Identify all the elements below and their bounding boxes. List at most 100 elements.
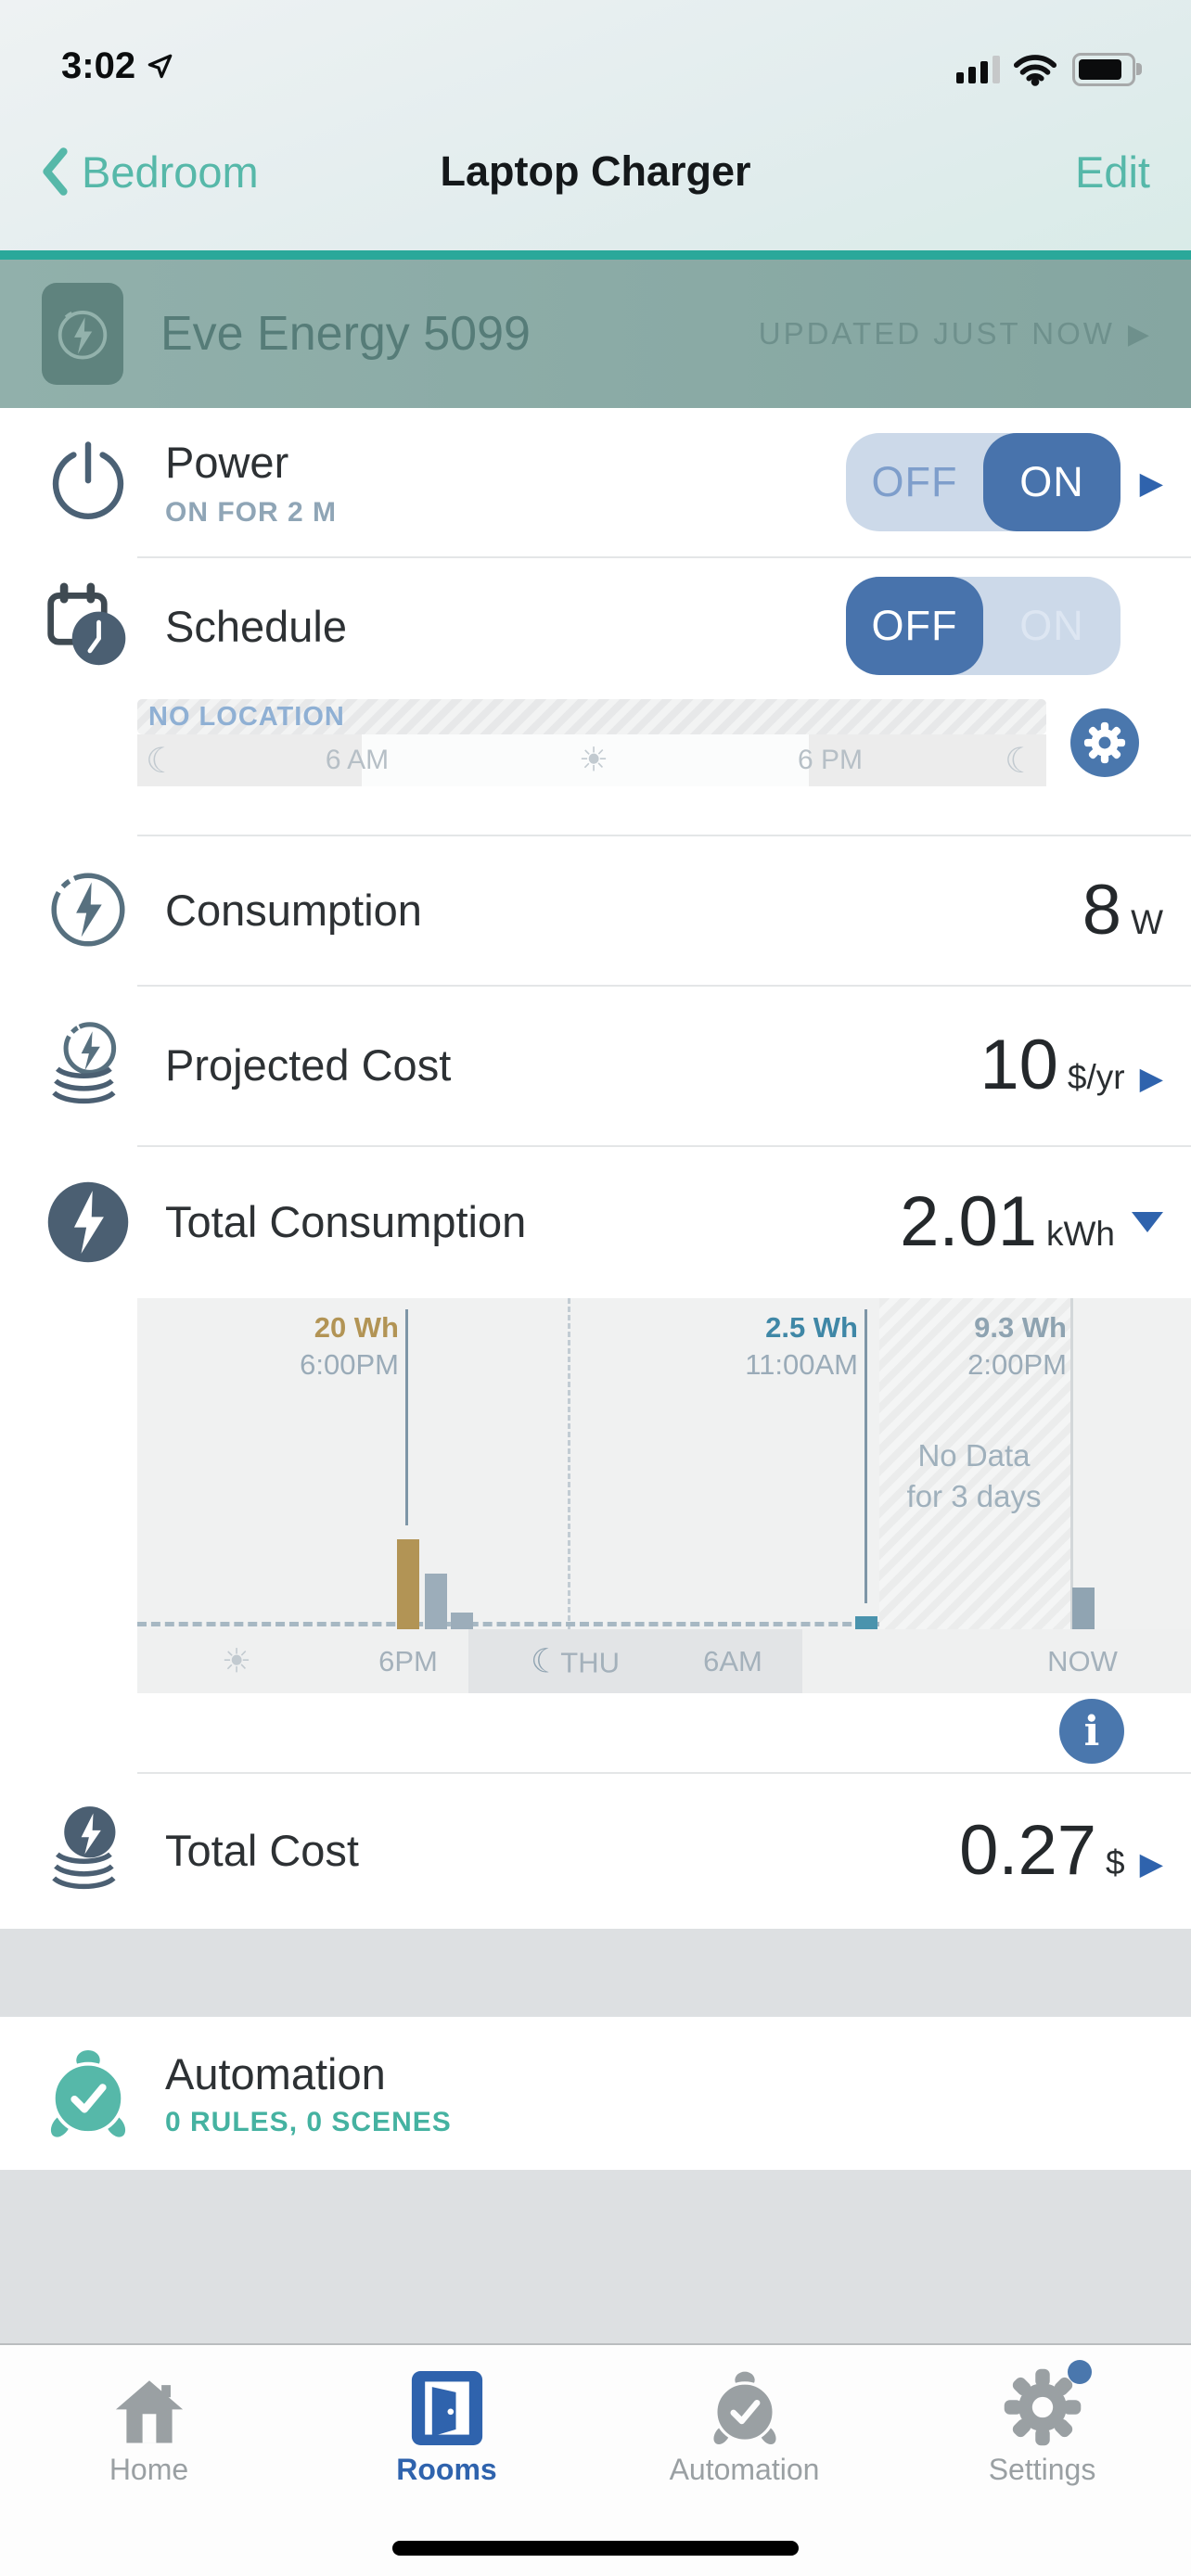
chart-bar — [855, 1616, 877, 1629]
page-title: Laptop Charger — [440, 147, 751, 195]
clock-text: 3:02 — [61, 45, 136, 86]
total-cost-chevron-icon[interactable]: ▶ — [1139, 1845, 1163, 1881]
total-cost-value-group: 0.27 $ ▶ — [959, 1810, 1163, 1891]
home-icon — [111, 2358, 187, 2447]
axis-6am-label: 6AM — [703, 1644, 762, 1677]
device-status[interactable]: UPDATED JUST NOW ▶ — [759, 316, 1152, 351]
projected-cost-unit: $/yr — [1067, 1058, 1125, 1096]
chart-marker-2: 2.5 Wh 11:00AM — [745, 1309, 858, 1384]
tab-automation-label: Automation — [669, 2453, 820, 2486]
wifi-icon — [1013, 55, 1057, 86]
rooms-icon — [410, 2358, 484, 2447]
section-spacer — [0, 2170, 1191, 2343]
chart-marker-1: 20 Wh 6:00PM — [300, 1309, 399, 1384]
total-cost-row[interactable]: Total Cost 0.27 $ ▶ — [0, 1772, 1191, 1929]
projected-cost-icon — [42, 1019, 134, 1112]
automation-icon — [42, 2047, 134, 2140]
location-arrow-icon — [147, 54, 173, 78]
axis-thu-text: THU — [560, 1646, 620, 1678]
axis-now-label: NOW — [1047, 1644, 1118, 1677]
no-data-line2: for 3 days — [906, 1479, 1042, 1513]
power-detail-chevron-icon[interactable]: ▶ — [1139, 464, 1163, 501]
moon-icon: ☾ — [145, 740, 178, 781]
marker-time: 2:00PM — [967, 1348, 1067, 1381]
tab-rooms-label: Rooms — [396, 2453, 497, 2486]
no-data-label: No Data for 3 days — [835, 1435, 1113, 1517]
projected-cost-title: Projected Cost — [165, 1040, 452, 1090]
total-consumption-title: Total Consumption — [165, 1197, 527, 1246]
projected-cost-value: 10 — [980, 1026, 1058, 1104]
back-button[interactable]: Bedroom — [41, 146, 347, 198]
status-icons — [956, 52, 1142, 87]
axis-6pm-label: 6PM — [378, 1644, 438, 1677]
power-toggle[interactable]: OFF ON — [846, 433, 1121, 531]
settings-gear-icon — [1003, 2358, 1092, 2447]
info-button[interactable]: i — [1059, 1699, 1124, 1764]
marker-value: 9.3 Wh — [974, 1311, 1067, 1344]
power-row: Power ON FOR 2 M OFF ON ▶ — [0, 408, 1191, 556]
automation-subtitle: 0 RULES, 0 SCENES — [165, 2107, 452, 2137]
schedule-toggle[interactable]: OFF ON — [846, 577, 1121, 675]
total-consumption-icon — [42, 1179, 134, 1266]
chevron-down-icon[interactable] — [1132, 1211, 1163, 1232]
automation-row[interactable]: Automation 0 RULES, 0 SCENES — [0, 2017, 1191, 2170]
section-spacer — [0, 1929, 1191, 2017]
schedule-icon — [42, 580, 134, 672]
power-toggle-off[interactable]: OFF — [871, 458, 958, 505]
total-consumption-value: 2.01 — [900, 1182, 1037, 1261]
total-cost-title: Total Cost — [165, 1826, 359, 1875]
home-indicator[interactable] — [392, 2541, 799, 2556]
edit-button[interactable]: Edit — [1075, 147, 1150, 197]
schedule-toggle-off[interactable]: OFF — [846, 577, 983, 675]
schedule-settings-button[interactable] — [1070, 708, 1139, 777]
total-consumption-unit: kWh — [1046, 1215, 1115, 1253]
cell-signal-icon — [956, 56, 1000, 83]
consumption-title: Consumption — [165, 885, 422, 935]
energy-plug-icon — [58, 309, 108, 360]
consumption-chart[interactable]: 20 Wh 6:00PM 2.5 Wh 11:00AM 9.3 Wh 2:00P… — [137, 1298, 1191, 1629]
schedule-toggle-on[interactable]: ON — [1019, 602, 1084, 649]
settings-notification-badge — [1067, 2360, 1092, 2384]
no-data-line1: No Data — [917, 1438, 1031, 1473]
chart-info-row: i — [0, 1693, 1191, 1772]
moon-icon: ☾ — [531, 1642, 561, 1680]
tab-bar: Home Rooms Automation — [0, 2343, 1191, 2576]
tab-automation[interactable]: Automation — [596, 2358, 893, 2576]
automation-tab-icon — [707, 2358, 783, 2447]
nav-bar: Bedroom Laptop Charger Edit — [0, 93, 1191, 250]
chart-baseline — [137, 1622, 879, 1626]
chart-bar — [1072, 1588, 1095, 1629]
timeline-6pm-label: 6 PM — [797, 745, 864, 775]
battery-icon — [1072, 53, 1142, 86]
consumption-icon — [42, 867, 134, 952]
consumption-unit: W — [1131, 902, 1163, 941]
total-consumption-row[interactable]: Total Consumption 2.01 kWh — [0, 1145, 1191, 1298]
no-data-hatch-region — [879, 1298, 1073, 1629]
consumption-row: Consumption 8 W — [0, 835, 1191, 985]
power-toggle-on[interactable]: ON — [983, 433, 1121, 531]
total-consumption-value-group: 2.01 kWh — [900, 1181, 1163, 1262]
no-location-bar: NO LOCATION — [137, 699, 1046, 734]
schedule-timeline: NO LOCATION ☾ 6 AM ☀ 6 PM ☾ — [137, 699, 1046, 786]
marker-time: 6:00PM — [300, 1348, 399, 1381]
schedule-row: Schedule OFF ON NO LOCATION ☾ 6 AM ☀ 6 P… — [0, 556, 1191, 835]
status-bar: 3:02 — [0, 0, 1191, 93]
tab-rooms[interactable]: Rooms — [298, 2358, 596, 2576]
night-segment — [468, 1629, 802, 1693]
chevron-right-icon: ▶ — [1127, 317, 1152, 351]
tab-home[interactable]: Home — [0, 2358, 298, 2576]
chart-cursor-line — [864, 1309, 867, 1603]
projected-cost-chevron-icon[interactable]: ▶ — [1139, 1060, 1163, 1096]
chart-x-axis[interactable]: ☀ 6PM ☾THU 6AM NOW — [137, 1629, 1191, 1693]
device-banner[interactable]: Eve Energy 5099 UPDATED JUST NOW ▶ — [0, 250, 1191, 408]
consumption-value-group: 8 W — [1082, 870, 1163, 950]
power-subtitle: ON FOR 2 M — [165, 496, 338, 528]
marker-value: 20 Wh — [314, 1311, 399, 1344]
chart-marker-3: 9.3 Wh 2:00PM — [967, 1309, 1067, 1384]
projected-cost-row[interactable]: Projected Cost 10 $/yr ▶ — [0, 985, 1191, 1145]
tab-settings[interactable]: Settings — [893, 2358, 1191, 2576]
schedule-title: Schedule — [165, 601, 347, 651]
chart-bar — [451, 1613, 473, 1629]
total-cost-icon — [42, 1804, 134, 1897]
tab-settings-label: Settings — [988, 2453, 1096, 2486]
